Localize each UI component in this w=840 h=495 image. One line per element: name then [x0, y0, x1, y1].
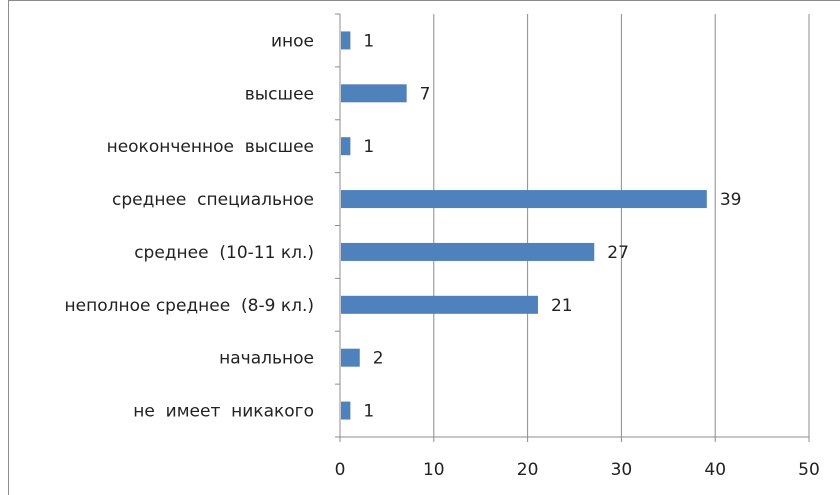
value-label: 39	[720, 190, 742, 210]
x-tick-label: 0	[335, 460, 346, 480]
chart-frame	[8, 0, 840, 495]
category-label: не имеет никакого	[133, 402, 314, 422]
value-label: 27	[607, 243, 629, 263]
category-label: неоконченное высшее	[107, 137, 314, 157]
bar	[341, 242, 595, 261]
bar	[341, 31, 351, 50]
x-tick-label: 50	[798, 460, 820, 480]
axes	[335, 13, 809, 438]
value-label: 1	[363, 402, 374, 422]
bar	[341, 295, 538, 314]
category-label: высшее	[245, 84, 314, 104]
bar	[341, 84, 407, 103]
x-tick-label: 10	[423, 460, 445, 480]
value-label: 7	[420, 84, 431, 104]
value-label: 1	[363, 31, 374, 51]
bar	[341, 348, 360, 367]
category-label: среднее (10-11 кл.)	[134, 243, 314, 263]
value-label: 2	[373, 349, 384, 369]
category-label: начальное	[219, 349, 314, 369]
gridlines	[339, 14, 810, 442]
value-label: 21	[551, 296, 573, 316]
category-label: неполное среднее (8-9 кл.)	[65, 296, 315, 316]
x-tick-label: 30	[611, 460, 633, 480]
category-labels: иное высшее неоконченное высшее среднее спе…	[65, 31, 315, 421]
bar	[341, 137, 351, 156]
x-tick-label: 20	[517, 460, 539, 480]
category-label: иное	[271, 31, 314, 51]
bar	[341, 190, 707, 209]
bars	[341, 31, 707, 420]
category-label: среднее специальное	[112, 190, 314, 210]
value-label: 1	[363, 137, 374, 157]
tick-labels: 0 10 20 30 40 50	[335, 460, 820, 480]
x-tick-label: 40	[704, 460, 726, 480]
bar	[341, 401, 351, 420]
